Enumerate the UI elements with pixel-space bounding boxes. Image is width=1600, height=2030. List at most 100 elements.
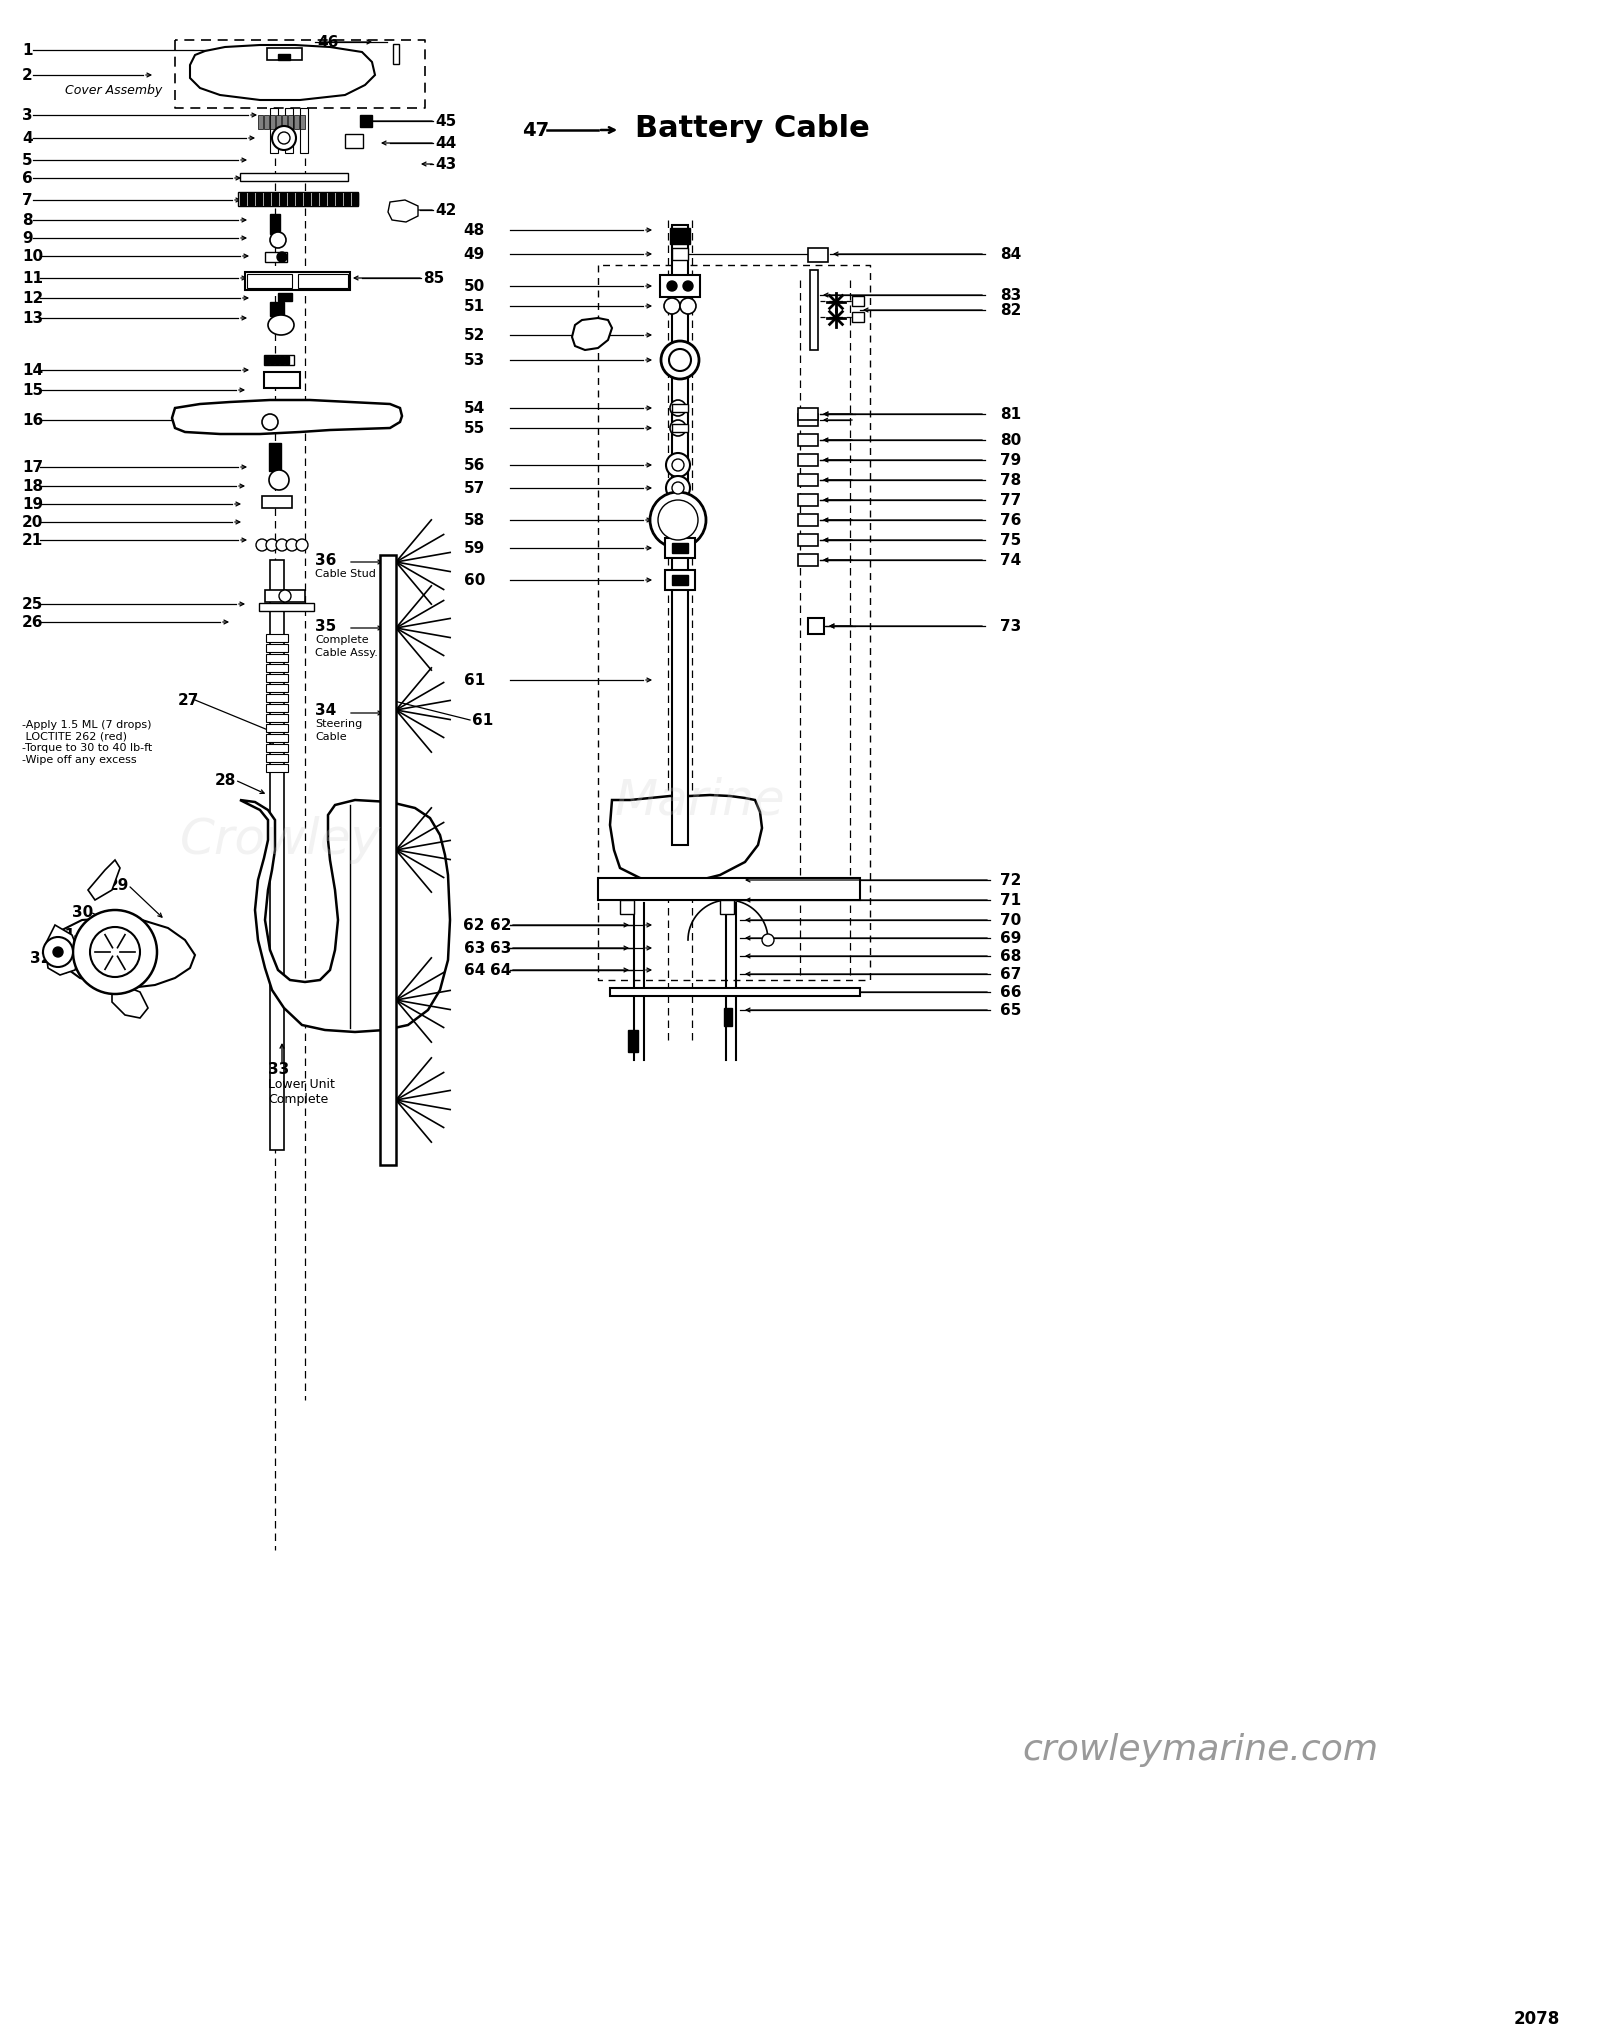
Bar bbox=[256, 193, 262, 205]
Bar bbox=[320, 193, 326, 205]
Bar bbox=[264, 193, 270, 205]
Text: Cable Stud: Cable Stud bbox=[315, 568, 376, 579]
Text: 32: 32 bbox=[30, 950, 51, 966]
Circle shape bbox=[277, 252, 286, 262]
Bar bbox=[266, 735, 288, 743]
Bar bbox=[798, 534, 818, 546]
Text: 2078: 2078 bbox=[1514, 2010, 1560, 2028]
Bar bbox=[798, 414, 818, 426]
Bar bbox=[280, 355, 285, 363]
Text: 61: 61 bbox=[472, 713, 493, 727]
Text: Steering: Steering bbox=[315, 719, 362, 729]
Text: 57: 57 bbox=[464, 481, 485, 495]
Text: 36: 36 bbox=[315, 552, 336, 568]
Text: 59: 59 bbox=[464, 540, 485, 556]
Bar bbox=[282, 116, 286, 130]
Text: 35: 35 bbox=[315, 619, 336, 633]
Bar bbox=[266, 725, 288, 733]
Polygon shape bbox=[610, 796, 762, 881]
Text: 85: 85 bbox=[422, 270, 445, 286]
Text: 28: 28 bbox=[214, 773, 237, 788]
Bar bbox=[798, 514, 818, 526]
Circle shape bbox=[286, 540, 298, 550]
Circle shape bbox=[266, 540, 278, 550]
Text: 12: 12 bbox=[22, 290, 43, 304]
Polygon shape bbox=[173, 400, 402, 434]
Bar bbox=[304, 193, 310, 205]
Bar bbox=[672, 225, 688, 844]
Text: 82: 82 bbox=[1000, 302, 1021, 317]
Circle shape bbox=[278, 132, 290, 144]
Text: 9: 9 bbox=[22, 231, 32, 246]
Text: Cover Assemby: Cover Assemby bbox=[66, 83, 162, 97]
Text: Complete: Complete bbox=[315, 635, 368, 646]
Bar bbox=[808, 248, 829, 262]
Text: 50: 50 bbox=[464, 278, 485, 294]
Bar bbox=[360, 116, 371, 128]
Bar bbox=[266, 633, 288, 641]
Bar bbox=[288, 193, 294, 205]
Bar bbox=[346, 134, 363, 148]
Text: 31: 31 bbox=[54, 928, 75, 942]
Text: 4: 4 bbox=[22, 130, 32, 146]
Bar bbox=[266, 355, 269, 363]
Text: 7: 7 bbox=[22, 193, 32, 207]
Circle shape bbox=[680, 298, 696, 315]
Text: 69: 69 bbox=[1000, 930, 1021, 946]
Circle shape bbox=[650, 491, 706, 548]
Bar bbox=[808, 617, 824, 633]
Bar bbox=[245, 272, 350, 290]
Text: 30: 30 bbox=[72, 905, 93, 920]
Circle shape bbox=[672, 459, 685, 471]
Bar bbox=[270, 355, 274, 363]
Bar bbox=[285, 108, 293, 152]
Circle shape bbox=[762, 934, 774, 946]
Text: 6: 6 bbox=[22, 171, 32, 185]
Circle shape bbox=[296, 540, 307, 550]
Text: -Apply 1.5 ML (7 drops)
 LOCTITE 262 (red)
-Torque to 30 to 40 lb-ft
-Wipe off a: -Apply 1.5 ML (7 drops) LOCTITE 262 (red… bbox=[22, 721, 152, 765]
Circle shape bbox=[670, 420, 686, 436]
Text: 1: 1 bbox=[22, 43, 32, 57]
Bar bbox=[352, 193, 358, 205]
Bar bbox=[621, 899, 634, 914]
Bar bbox=[262, 495, 291, 508]
Text: 17: 17 bbox=[22, 459, 43, 475]
Bar bbox=[264, 116, 269, 130]
Circle shape bbox=[43, 938, 74, 966]
Text: Cable Assy.: Cable Assy. bbox=[315, 648, 378, 658]
Bar bbox=[280, 193, 286, 205]
Bar bbox=[266, 694, 288, 702]
Text: 64: 64 bbox=[490, 962, 512, 978]
Text: 19: 19 bbox=[22, 497, 43, 512]
Text: 76: 76 bbox=[1000, 512, 1021, 528]
Circle shape bbox=[74, 909, 157, 995]
Text: 68: 68 bbox=[1000, 948, 1021, 964]
Text: 47: 47 bbox=[522, 120, 549, 140]
Ellipse shape bbox=[669, 349, 691, 371]
Bar bbox=[270, 108, 278, 152]
Text: 33: 33 bbox=[269, 1062, 290, 1078]
Text: 11: 11 bbox=[22, 270, 43, 286]
Text: 16: 16 bbox=[22, 412, 43, 428]
Bar bbox=[301, 116, 306, 130]
Text: 80: 80 bbox=[1000, 432, 1021, 447]
Text: 53: 53 bbox=[464, 353, 485, 367]
Bar bbox=[264, 371, 301, 388]
Text: 44: 44 bbox=[435, 136, 456, 150]
Text: 51: 51 bbox=[464, 298, 485, 313]
Bar bbox=[798, 455, 818, 467]
Circle shape bbox=[256, 540, 269, 550]
Text: Marine: Marine bbox=[614, 775, 786, 824]
Bar bbox=[672, 574, 688, 585]
Circle shape bbox=[272, 126, 296, 150]
Text: 2: 2 bbox=[22, 67, 32, 83]
Polygon shape bbox=[51, 918, 195, 989]
Bar bbox=[266, 644, 288, 652]
Text: 25: 25 bbox=[22, 597, 43, 611]
Text: 10: 10 bbox=[22, 248, 43, 264]
Circle shape bbox=[667, 280, 677, 290]
Bar bbox=[266, 763, 288, 771]
Circle shape bbox=[278, 591, 291, 603]
Text: Crowley: Crowley bbox=[179, 816, 381, 865]
Text: 62: 62 bbox=[464, 918, 485, 932]
